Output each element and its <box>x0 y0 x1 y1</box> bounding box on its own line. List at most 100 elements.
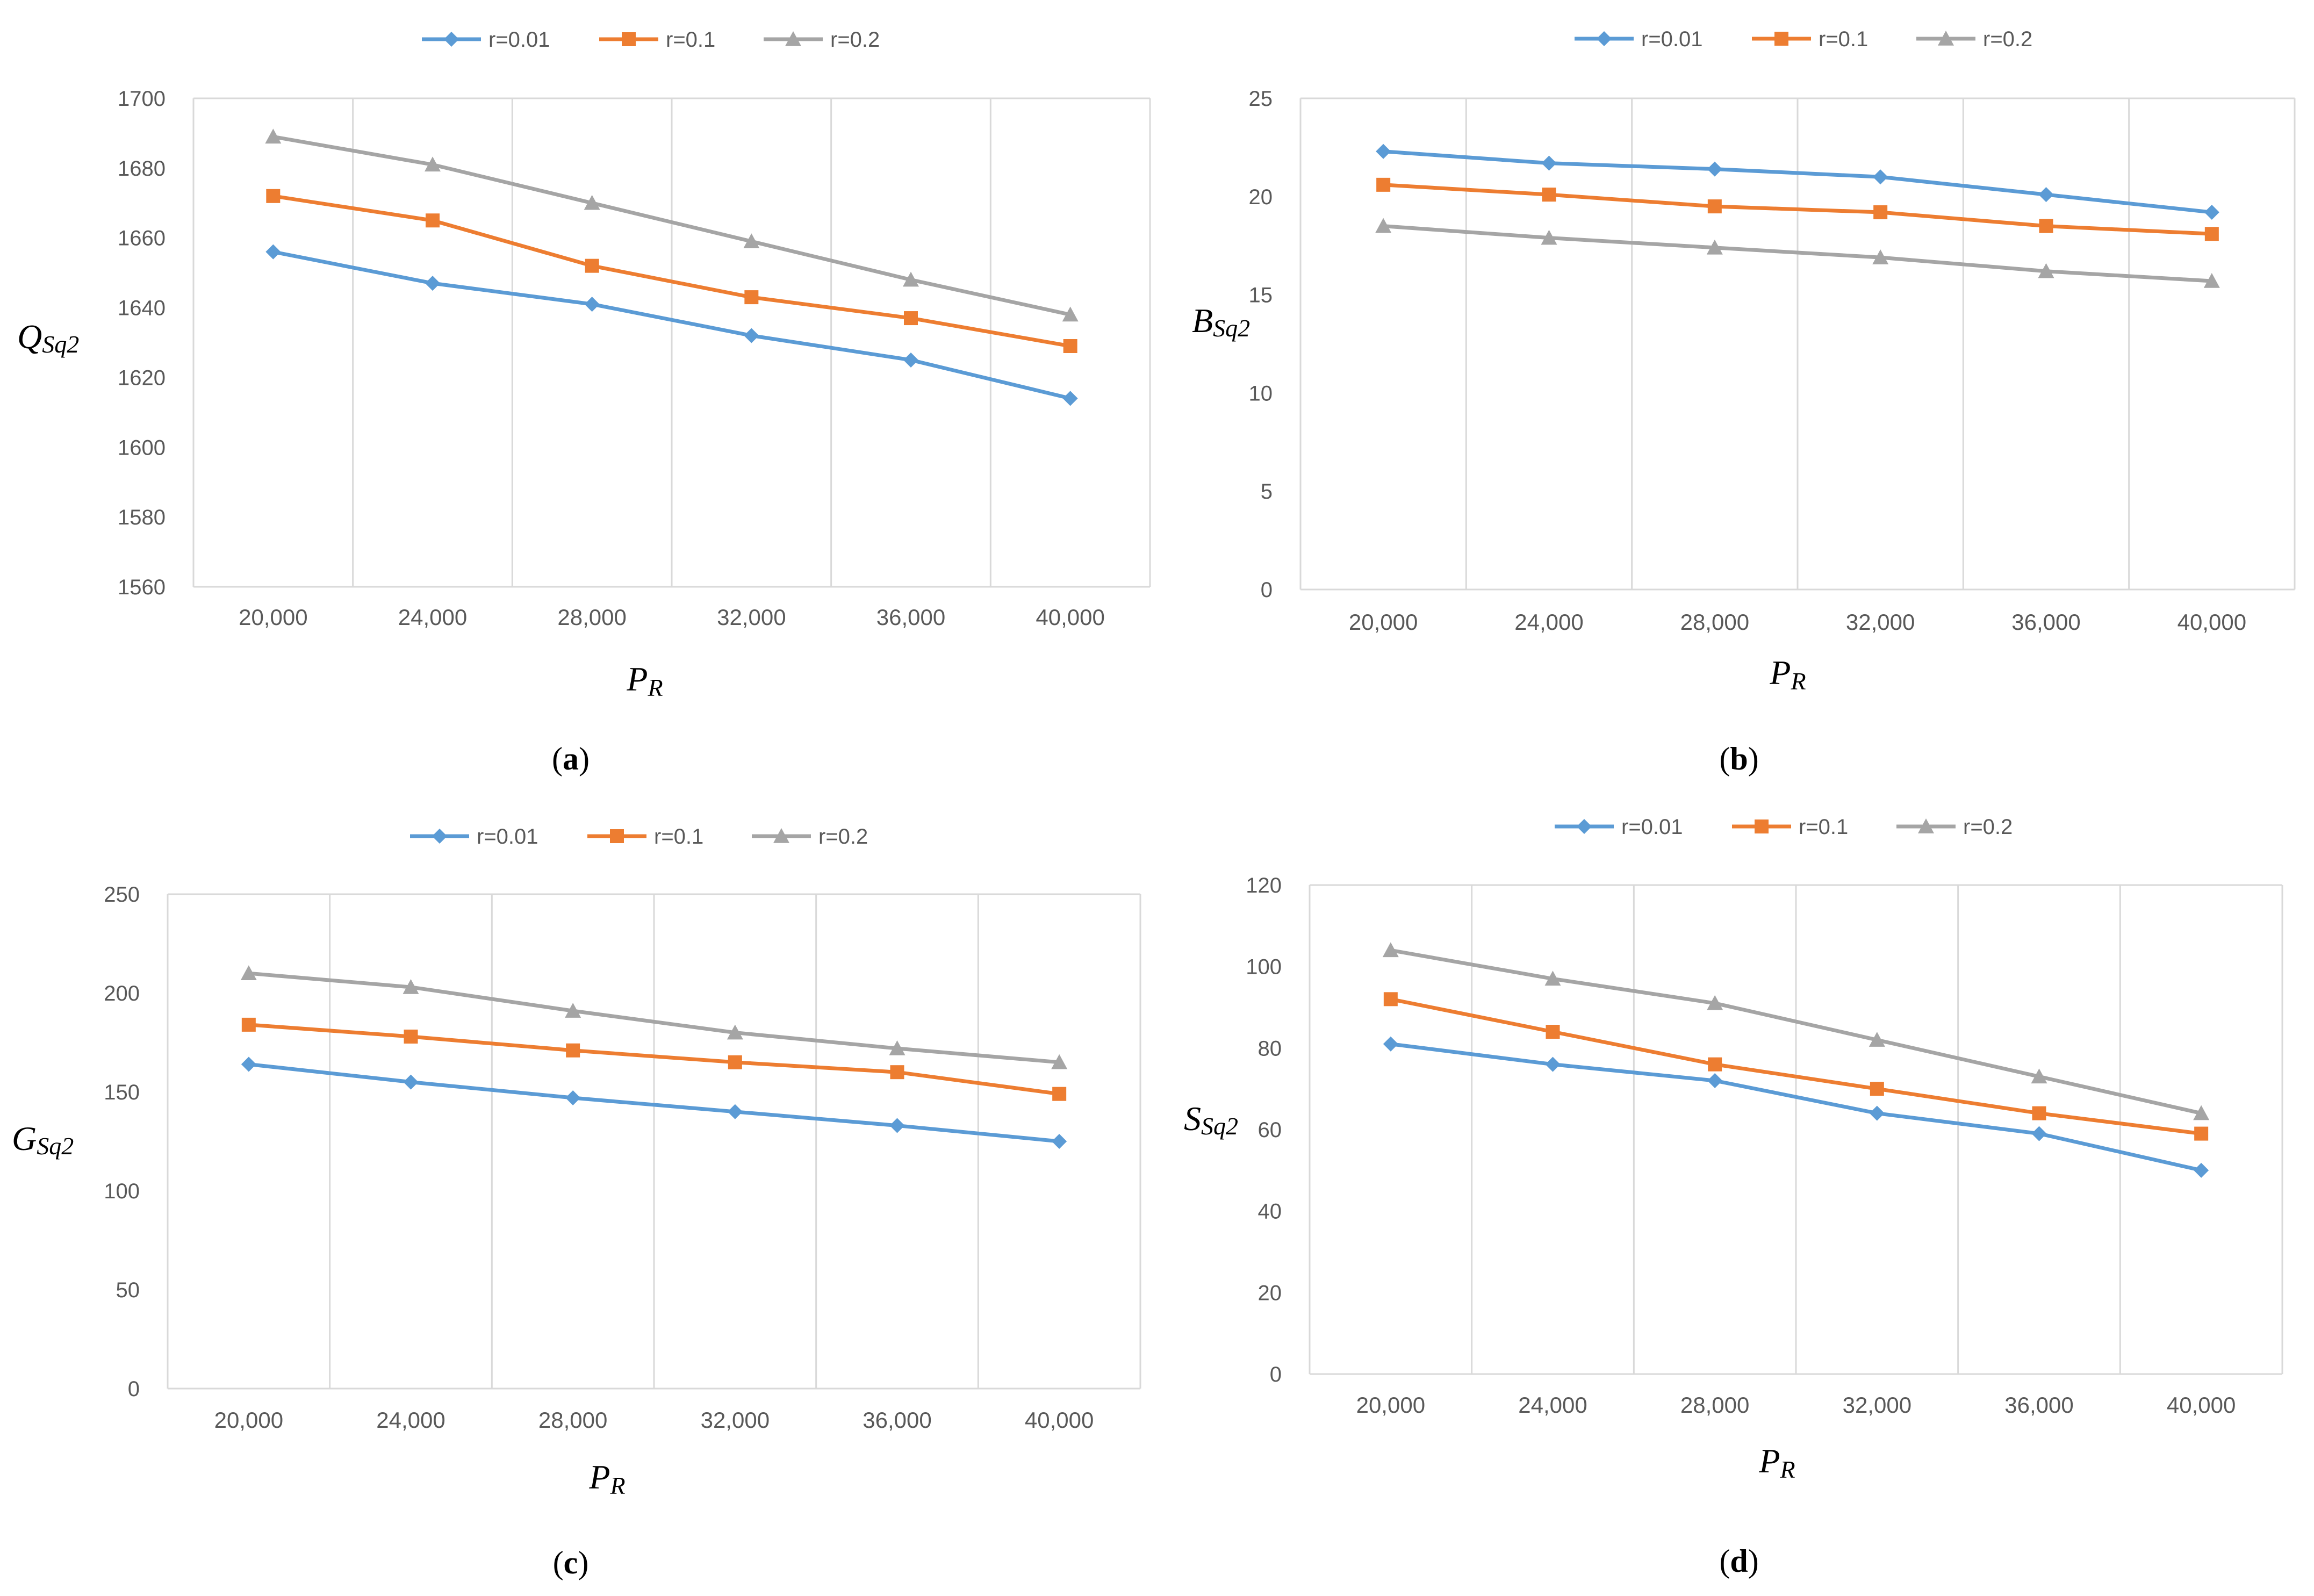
data-point <box>426 213 440 228</box>
y-tick-label: 120 <box>1246 874 1282 897</box>
data-point <box>1544 970 1561 986</box>
legend-label: r=0.1 <box>654 825 703 849</box>
series-line-r=0.2 <box>272 134 1071 317</box>
data-point <box>1051 1054 1068 1069</box>
data-point <box>566 1043 580 1058</box>
legend-label: r=0.1 <box>1799 815 1848 839</box>
data-point <box>744 290 759 305</box>
data-point <box>1873 205 1888 220</box>
data-point <box>2193 1105 2210 1120</box>
x-tick-label: 28,000 <box>1680 1392 1749 1418</box>
data-point <box>2031 1068 2047 1084</box>
series-line-r=0.1 <box>1383 183 2212 236</box>
data-point <box>903 352 918 368</box>
series-line-r=0.2 <box>248 971 1060 1065</box>
panel-label-close: ) <box>578 1545 588 1580</box>
x-tick-label: 32,000 <box>701 1407 770 1433</box>
data-point <box>1546 1025 1560 1039</box>
legend-item: r=0.01 <box>1575 27 1703 51</box>
x-tick-label: 36,000 <box>863 1407 931 1433</box>
data-point <box>585 258 599 273</box>
x-tick-labels: 20,000 24,000 28,000 32,000 36,000 40,000 <box>1356 1392 2236 1418</box>
data-point <box>2194 1162 2209 1178</box>
legend-item: r=0.2 <box>764 28 880 52</box>
data-point <box>1707 1073 1723 1088</box>
data-point <box>1541 229 1557 245</box>
data-point <box>744 328 759 343</box>
panel-c: 0 50 100 150 200 250 20,000 24,000 28,000 32,000… <box>12 825 1141 1580</box>
y-tick-label: 100 <box>1246 955 1282 979</box>
data-point <box>743 233 760 248</box>
series-markers <box>240 965 1068 1149</box>
data-point <box>2204 227 2219 241</box>
x-tick-label: 24,000 <box>376 1407 445 1433</box>
series-line-r=0.2 <box>1390 948 2202 1116</box>
y-axis-title: SSq2 <box>1184 1099 1238 1140</box>
data-point <box>1542 188 1556 202</box>
x-tick-label: 28,000 <box>557 605 626 630</box>
data-point <box>403 1074 419 1090</box>
data-point <box>2039 219 2053 233</box>
y-axis-title-main: B <box>1192 301 1213 340</box>
series-line-r=0.01 <box>1390 1042 2202 1173</box>
x-axis-title-main: P <box>1769 653 1791 692</box>
series-lines <box>248 971 1060 1144</box>
y-tick-label: 1680 <box>118 157 166 181</box>
gridlines <box>167 893 1141 1389</box>
y-tick-label: 25 <box>1249 87 1273 111</box>
legend: r=0.01 r=0.1 r=0.2 <box>1575 27 2032 51</box>
x-tick-label: 20,000 <box>1356 1392 1425 1418</box>
x-tick-label: 28,000 <box>1680 609 1749 635</box>
x-tick-label: 20,000 <box>214 1407 283 1433</box>
y-tick-label: 1620 <box>118 366 166 390</box>
y-tick-label: 1580 <box>118 506 166 529</box>
legend-swatch-marker <box>1774 32 1788 46</box>
legend-swatch-marker <box>622 32 636 46</box>
data-point <box>1872 249 1889 264</box>
gridlines <box>192 97 1151 587</box>
legend-swatch-marker <box>444 32 459 47</box>
data-point <box>2038 187 2054 203</box>
panel-label: (a) <box>552 741 590 777</box>
gridlines <box>1309 884 2283 1374</box>
panel-label: (b) <box>1719 741 1758 777</box>
data-point <box>1062 391 1078 406</box>
legend-swatch-marker <box>1918 818 1934 833</box>
x-tick-label: 20,000 <box>239 605 307 630</box>
x-axis-title-sub: R <box>1790 667 1806 695</box>
data-point <box>1706 239 1723 255</box>
data-point <box>1869 1032 1885 1047</box>
legend-label: r=0.01 <box>477 825 538 849</box>
data-point <box>1707 161 1722 177</box>
y-tick-label: 0 <box>128 1377 140 1401</box>
legend-label: r=0.2 <box>830 28 880 52</box>
x-axis-title: PR <box>588 1458 625 1499</box>
legend-item: r=0.1 <box>1752 27 1868 51</box>
x-tick-label: 40,000 <box>1025 1407 1094 1433</box>
y-axis-title-main: S <box>1184 1099 1201 1138</box>
data-point <box>1873 169 1888 185</box>
legend-item: r=0.1 <box>1732 815 1848 839</box>
legend-label: r=0.1 <box>666 28 715 52</box>
x-axis-title-main: P <box>626 660 648 698</box>
data-point <box>1708 1057 1722 1072</box>
x-tick-labels: 20,000 24,000 28,000 32,000 36,000 40,000 <box>239 605 1105 630</box>
legend-label: r=0.01 <box>1641 27 1703 51</box>
x-tick-labels: 20,000 24,000 28,000 32,000 36,000 40,000 <box>214 1407 1094 1433</box>
y-tick-label: 50 <box>116 1278 140 1302</box>
legend: r=0.01 r=0.1 r=0.2 <box>422 28 880 52</box>
data-point <box>240 965 257 980</box>
legend-item: r=0.1 <box>599 28 715 52</box>
series-markers <box>1375 143 2220 288</box>
data-point <box>727 1104 743 1119</box>
data-point <box>1052 1087 1067 1101</box>
y-tick-labels: 1560 1580 1600 1620 1640 1660 1680 1700 <box>118 87 166 599</box>
y-axis-title-sub: Sq2 <box>1213 314 1250 342</box>
data-point <box>565 1003 581 1018</box>
data-point <box>1375 218 1392 233</box>
legend-label: r=0.2 <box>818 825 868 849</box>
y-tick-label: 100 <box>104 1180 140 1203</box>
panel-label: (c) <box>553 1545 589 1580</box>
